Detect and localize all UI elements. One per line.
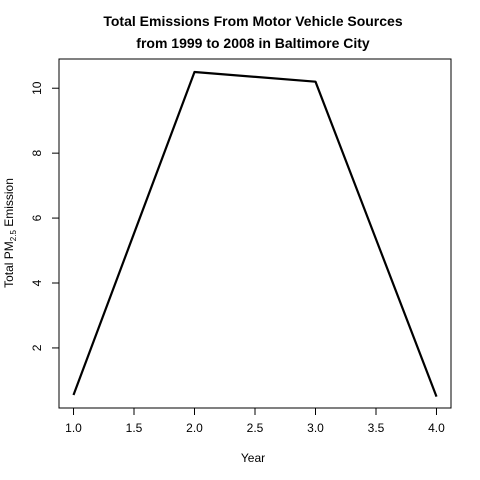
y-axis: 2 4 6 8 10	[30, 81, 60, 351]
plot-frame	[58, 58, 452, 409]
x-axis: 1.0 1.5 2.0 2.5 3.0 3.5 4.0	[65, 407, 445, 435]
y-axis-label-suffix: Emission	[2, 178, 16, 230]
x-tick-label: 1.5	[126, 421, 143, 435]
y-tick-label: 2	[30, 344, 44, 351]
chart-title-line-2: from 1999 to 2008 in Baltimore City	[136, 35, 370, 51]
y-tick-label: 10	[30, 81, 44, 95]
x-tick-label: 4.0	[428, 421, 445, 435]
x-tick-label: 1.0	[65, 421, 82, 435]
x-axis-label: Year	[241, 451, 265, 465]
x-tick-label: 3.5	[368, 421, 385, 435]
x-tick-label: 2.5	[247, 421, 264, 435]
x-tick-label: 2.0	[186, 421, 203, 435]
y-tick-label: 6	[30, 214, 44, 221]
y-tick-label: 4	[30, 279, 44, 286]
y-axis-label-subscript: 2.5	[9, 230, 18, 242]
y-axis-label: Total PM2.5 Emission	[2, 178, 18, 288]
series-line	[72, 70, 438, 397]
series-layer	[72, 70, 438, 397]
chart-title-line-1: Total Emissions From Motor Vehicle Sourc…	[103, 13, 402, 29]
y-tick-label: 8	[30, 149, 44, 156]
y-axis-label-prefix: Total PM	[2, 241, 16, 288]
x-tick-label: 3.0	[307, 421, 324, 435]
